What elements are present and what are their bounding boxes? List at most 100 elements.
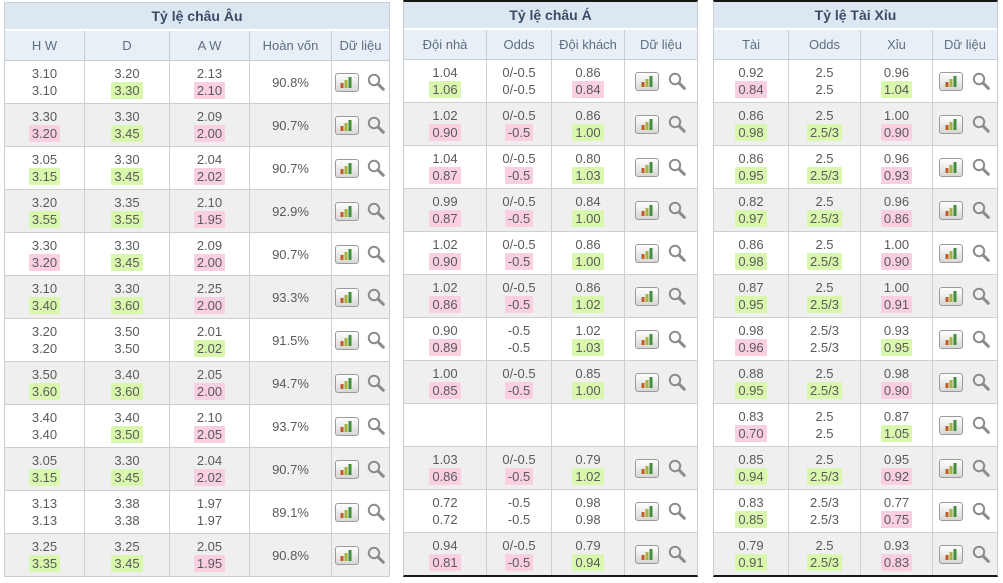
- bar-chart-icon[interactable]: [334, 115, 359, 135]
- opening-odds-value: 3.20: [31, 195, 58, 210]
- magnifier-icon[interactable]: [970, 501, 991, 522]
- bar-chart-icon[interactable]: [334, 201, 359, 221]
- magnifier-icon[interactable]: [970, 372, 991, 393]
- bar-chart-icon[interactable]: [939, 329, 963, 349]
- bar-chart-icon[interactable]: [635, 458, 659, 478]
- bar-chart-icon[interactable]: [635, 157, 659, 177]
- magnifier-icon[interactable]: [970, 329, 991, 350]
- magnifier-icon[interactable]: [666, 71, 687, 92]
- magnifier-icon[interactable]: [970, 243, 991, 264]
- magnifier-icon[interactable]: [366, 545, 387, 566]
- bar-chart-icon[interactable]: [334, 330, 359, 350]
- opening-odds-value: 3.20: [114, 66, 140, 81]
- bar-chart-icon[interactable]: [334, 459, 359, 479]
- magnifier-icon[interactable]: [366, 416, 387, 437]
- magnifier-icon[interactable]: [666, 243, 687, 264]
- magnifier-icon[interactable]: [970, 286, 991, 307]
- magnifier-icon[interactable]: [666, 372, 687, 393]
- bar-chart-icon[interactable]: [334, 545, 359, 565]
- bar-chart-icon[interactable]: [635, 71, 659, 91]
- bar-chart-icon[interactable]: [635, 329, 659, 349]
- magnifier-icon[interactable]: [666, 501, 687, 522]
- magnifier-icon[interactable]: [666, 329, 687, 350]
- magnifier-icon[interactable]: [970, 200, 991, 221]
- bar-chart-icon[interactable]: [635, 286, 659, 306]
- payout-value: 89.1%: [272, 504, 309, 520]
- bar-chart-icon[interactable]: [939, 71, 963, 91]
- bar-chart-icon[interactable]: [334, 502, 359, 522]
- bar-chart-icon[interactable]: [939, 415, 963, 435]
- bar-chart-icon[interactable]: [334, 244, 359, 264]
- odds-cell: 0.79 1.02: [551, 447, 624, 489]
- odds-row: 0.90 0.89 -0.5 -0.5 1.02 1.03: [404, 318, 697, 361]
- bar-chart-icon[interactable]: [939, 114, 963, 134]
- odds-cell: 0.98 0.96: [714, 318, 788, 360]
- magnifier-icon[interactable]: [970, 71, 991, 92]
- bar-chart-icon[interactable]: [334, 373, 359, 393]
- magnifier-icon[interactable]: [970, 157, 991, 178]
- magnifier-icon[interactable]: [970, 114, 991, 135]
- bar-chart-icon[interactable]: [635, 544, 659, 564]
- magnifier-icon[interactable]: [666, 200, 687, 221]
- current-odds-value: 2.5/3: [807, 468, 842, 485]
- magnifier-icon[interactable]: [366, 373, 387, 394]
- bar-chart-icon[interactable]: [939, 286, 963, 306]
- magnifier-icon[interactable]: [366, 330, 387, 351]
- bar-chart-icon[interactable]: [334, 72, 359, 92]
- magnifier-icon[interactable]: [970, 415, 991, 436]
- odds-cell: [404, 404, 486, 446]
- opening-odds-value: 0.72: [432, 495, 458, 510]
- magnifier-icon[interactable]: [366, 201, 387, 222]
- bar-chart-icon[interactable]: [334, 416, 359, 436]
- opening-odds-value: 0.92: [738, 65, 764, 80]
- magnifier-icon[interactable]: [666, 114, 687, 135]
- bar-chart-icon[interactable]: [334, 287, 359, 307]
- bar-chart-icon[interactable]: [334, 158, 359, 178]
- bar-chart-icon[interactable]: [635, 501, 659, 521]
- payout-value: 90.7%: [272, 117, 309, 133]
- magnifier-icon[interactable]: [366, 287, 387, 308]
- magnifier-icon[interactable]: [666, 286, 687, 307]
- magnifier-icon[interactable]: [366, 72, 387, 93]
- magnifier-icon[interactable]: [366, 244, 387, 265]
- bar-chart-icon[interactable]: [635, 114, 659, 134]
- bar-chart-icon[interactable]: [635, 200, 659, 220]
- bar-chart-icon[interactable]: [939, 544, 963, 564]
- opening-odds-value: 0.93: [883, 538, 910, 553]
- bar-chart-icon[interactable]: [635, 372, 659, 392]
- odds-cell: 1.02 0.90: [404, 103, 486, 145]
- opening-odds-value: 0.86: [575, 65, 601, 80]
- bar-chart-icon[interactable]: [939, 243, 963, 263]
- magnifier-icon[interactable]: [970, 544, 991, 565]
- magnifier-icon[interactable]: [666, 544, 687, 565]
- data-tools-cell: [932, 189, 997, 231]
- odds-row: 3.20 3.20 3.50 3.50 2.01 2.02 91.5%: [5, 319, 389, 362]
- current-odds-value: 0.90: [880, 382, 913, 399]
- magnifier-icon[interactable]: [366, 158, 387, 179]
- bar-chart-icon[interactable]: [939, 458, 963, 478]
- odds-cell: 2.04 2.02: [169, 448, 249, 490]
- odds-cell: 0.92 0.84: [714, 60, 788, 102]
- magnifier-icon[interactable]: [366, 115, 387, 136]
- overunder-odds-table: Tỷ lệ Tài Xỉu Tài Odds Xỉu Dữ liệu 0.92 0.84 2.…: [713, 0, 998, 577]
- odds-row: 0.79 0.91 2.5 2.5/3 0.93 0.83: [714, 533, 997, 575]
- current-odds-value: 0.89: [429, 339, 461, 356]
- odds-cell: 2.05 2.00: [169, 362, 249, 404]
- bar-chart-icon[interactable]: [939, 372, 963, 392]
- magnifier-icon[interactable]: [666, 458, 687, 479]
- bar-chart-icon[interactable]: [939, 200, 963, 220]
- current-odds-value: 0.87: [429, 210, 461, 227]
- bar-chart-icon[interactable]: [635, 243, 659, 263]
- bar-chart-icon[interactable]: [939, 157, 963, 177]
- opening-odds-value: 1.02: [432, 237, 458, 252]
- magnifier-icon[interactable]: [366, 502, 387, 523]
- opening-odds-value: 2.5: [815, 194, 834, 209]
- magnifier-icon[interactable]: [970, 458, 991, 479]
- opening-odds-value: 1.03: [432, 452, 458, 467]
- bar-chart-icon[interactable]: [939, 501, 963, 521]
- opening-odds-value: 1.04: [432, 151, 458, 166]
- odds-cell: 2.5 2.5/3: [788, 361, 860, 403]
- magnifier-icon[interactable]: [666, 157, 687, 178]
- magnifier-icon[interactable]: [366, 459, 387, 480]
- data-tools-cell: [932, 447, 997, 489]
